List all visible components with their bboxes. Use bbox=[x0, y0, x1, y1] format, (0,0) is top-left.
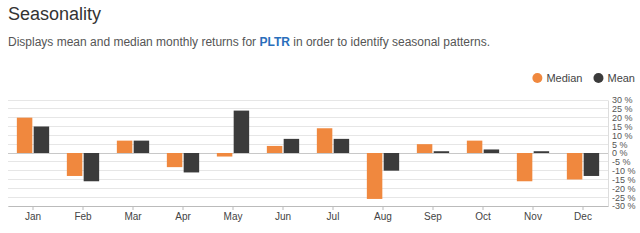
x-tick-mark bbox=[183, 206, 184, 210]
x-tick-label: Sep bbox=[424, 211, 442, 222]
bar bbox=[184, 153, 199, 172]
legend-swatch bbox=[593, 73, 603, 83]
x-tick: Sep bbox=[424, 206, 442, 222]
grid-line bbox=[8, 108, 608, 109]
bar bbox=[484, 149, 499, 153]
bar bbox=[567, 153, 582, 180]
x-tick: Dec bbox=[574, 206, 592, 222]
grid-line bbox=[8, 126, 608, 127]
bar bbox=[517, 153, 532, 181]
x-tick-mark bbox=[383, 206, 384, 210]
y-tick: -30 % bbox=[608, 201, 636, 211]
bar bbox=[434, 151, 449, 153]
subtitle-part: in order to identify seasonal patterns. bbox=[290, 35, 490, 49]
grid bbox=[8, 100, 608, 206]
bar bbox=[584, 153, 599, 176]
x-tick-label: Nov bbox=[524, 211, 542, 222]
x-tick-label: Apr bbox=[175, 211, 191, 222]
chart: Seasonality Displays mean and median mont… bbox=[0, 0, 640, 233]
bar bbox=[467, 141, 482, 153]
legend-item: Median bbox=[532, 72, 582, 84]
bar bbox=[217, 153, 232, 157]
x-tick-mark bbox=[133, 206, 134, 210]
title: Seasonality bbox=[8, 4, 101, 24]
bar bbox=[34, 127, 49, 154]
x-tick-label: Dec bbox=[574, 211, 592, 222]
legend-swatch bbox=[532, 73, 542, 83]
x-tick: Jan bbox=[25, 206, 41, 222]
x-tick: Jul bbox=[327, 206, 340, 222]
y-axis: 30 %25 %20 %15 %10 %5 %0 %-5 %-10 %-15 %… bbox=[608, 95, 636, 211]
bar bbox=[284, 139, 299, 153]
grid-line bbox=[8, 144, 608, 145]
x-tick: May bbox=[224, 206, 243, 222]
bar bbox=[167, 153, 182, 167]
x-tick-mark bbox=[233, 206, 234, 210]
x-tick: Feb bbox=[74, 206, 92, 222]
subtitle-part: PLTR bbox=[259, 35, 290, 49]
bar bbox=[117, 141, 132, 153]
bar bbox=[384, 153, 399, 171]
x-axis-line bbox=[9, 206, 609, 207]
x-tick-mark bbox=[83, 206, 84, 210]
bar bbox=[334, 139, 349, 153]
bar bbox=[67, 153, 82, 176]
bar bbox=[17, 118, 32, 153]
grid-line bbox=[8, 197, 608, 198]
x-tick-label: May bbox=[224, 211, 243, 222]
x-tick-label: Jun bbox=[275, 211, 291, 222]
legend-label: Median bbox=[546, 72, 582, 84]
bar bbox=[84, 153, 99, 181]
bar bbox=[134, 141, 149, 153]
bar bbox=[234, 111, 249, 153]
x-tick-label: Aug bbox=[374, 211, 392, 222]
x-tick: Jun bbox=[275, 206, 291, 222]
x-axis: Jan Feb Mar Apr May Jun Jul Aug Sep Oct Nov Dec bbox=[9, 206, 609, 222]
x-tick: Aug bbox=[374, 206, 392, 222]
x-tick-mark bbox=[583, 206, 584, 210]
subtitle-part: Displays mean and median monthly returns… bbox=[8, 35, 259, 49]
x-tick-mark bbox=[533, 206, 534, 210]
legend-label: Mean bbox=[607, 72, 635, 84]
x-tick-mark bbox=[33, 206, 34, 210]
x-tick-mark bbox=[283, 206, 284, 210]
x-tick: Mar bbox=[124, 206, 142, 222]
grid-line bbox=[8, 206, 608, 207]
bar bbox=[267, 146, 282, 153]
x-tick-mark bbox=[333, 206, 334, 210]
x-tick-mark bbox=[483, 206, 484, 210]
bars bbox=[17, 111, 599, 199]
y-axis-line bbox=[608, 101, 609, 207]
bar bbox=[367, 153, 382, 199]
grid-line bbox=[8, 188, 608, 189]
x-tick: Oct bbox=[475, 206, 491, 222]
y-tick-label: -30 % bbox=[612, 201, 636, 211]
grid-line bbox=[8, 117, 608, 118]
x-tick-label: Feb bbox=[74, 211, 92, 222]
x-tick: Apr bbox=[175, 206, 191, 222]
subtitle: Displays mean and median monthly returns… bbox=[8, 35, 490, 49]
x-tick-label: Mar bbox=[124, 211, 142, 222]
x-tick-label: Jul bbox=[327, 211, 340, 222]
x-tick-label: Jan bbox=[25, 211, 41, 222]
grid-line bbox=[8, 135, 608, 136]
x-tick-label: Oct bbox=[475, 211, 491, 222]
x-tick-mark bbox=[433, 206, 434, 210]
legend-item: Mean bbox=[593, 72, 635, 84]
x-tick: Nov bbox=[524, 206, 542, 222]
bar bbox=[417, 144, 432, 153]
bar bbox=[317, 128, 332, 153]
grid-line bbox=[8, 100, 608, 101]
bar bbox=[534, 151, 549, 153]
legend: Median Mean bbox=[532, 72, 635, 84]
